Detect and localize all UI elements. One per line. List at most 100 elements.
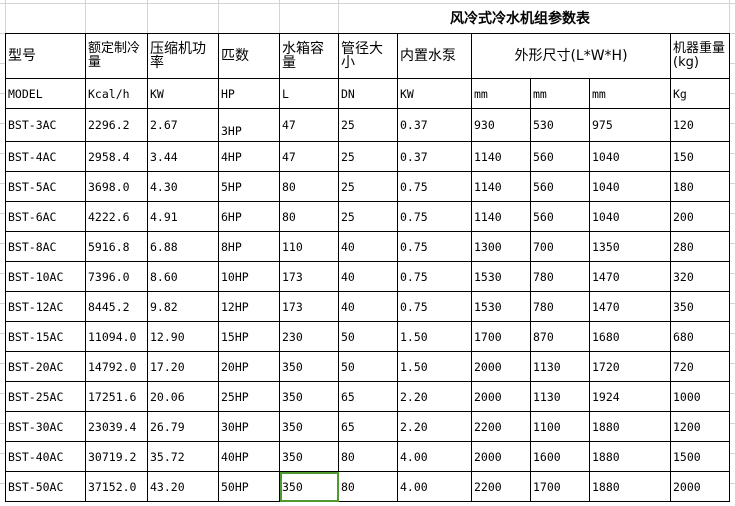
table-cell[interactable]: 2000 — [471, 381, 531, 412]
table-cell[interactable]: 1130 — [530, 381, 590, 412]
table-cell[interactable]: 2000 — [471, 351, 531, 382]
selected-cell[interactable]: 350 — [279, 471, 339, 502]
table-cell[interactable]: 80 — [279, 201, 339, 232]
table-cell[interactable]: BST-15AC — [5, 321, 86, 352]
table-cell[interactable]: 3.44 — [147, 141, 219, 172]
table-cell[interactable]: 0.75 — [397, 261, 472, 292]
table-cell[interactable]: 2.20 — [397, 411, 472, 442]
table-cell[interactable]: 180 — [670, 171, 730, 202]
table-cell[interactable]: 150 — [670, 141, 730, 172]
table-cell[interactable]: 1040 — [589, 171, 671, 202]
table-cell[interactable]: 25 — [338, 108, 398, 142]
table-cell[interactable]: 1140 — [471, 141, 531, 172]
table-cell[interactable]: 6HP — [218, 201, 280, 232]
table-cell[interactable]: BST-10AC — [5, 261, 86, 292]
table-cell[interactable]: BST-20AC — [5, 351, 86, 382]
table-cell[interactable]: 1140 — [471, 171, 531, 202]
table-cell[interactable]: 1100 — [530, 411, 590, 442]
header-cooling[interactable]: 额定制冷量 — [85, 33, 148, 79]
table-cell[interactable]: BST-25AC — [5, 381, 86, 412]
unit-cell[interactable]: mm — [471, 78, 531, 109]
table-cell[interactable]: 14792.0 — [85, 351, 148, 382]
table-cell[interactable]: 1600 — [530, 441, 590, 472]
table-cell[interactable]: 2200 — [471, 411, 531, 442]
table-cell[interactable]: BST-6AC — [5, 201, 86, 232]
table-cell[interactable]: 2.20 — [397, 381, 472, 412]
table-cell[interactable]: 40 — [338, 291, 398, 322]
table-cell[interactable]: 1130 — [530, 351, 590, 382]
table-cell[interactable]: 1.50 — [397, 321, 472, 352]
table-cell[interactable]: 0.75 — [397, 171, 472, 202]
table-cell[interactable]: 780 — [530, 261, 590, 292]
table-cell[interactable]: 700 — [530, 231, 590, 262]
table-cell[interactable]: 350 — [279, 441, 339, 472]
unit-cell[interactable]: mm — [530, 78, 590, 109]
unit-cell[interactable]: Kg — [670, 78, 730, 109]
table-cell[interactable]: 15HP — [218, 321, 280, 352]
header-pipe[interactable]: 管径大小 — [338, 33, 398, 79]
table-cell[interactable]: 4222.6 — [85, 201, 148, 232]
table-cell[interactable]: 1924 — [589, 381, 671, 412]
table-cell[interactable]: 11094.0 — [85, 321, 148, 352]
table-cell[interactable]: 0.75 — [397, 291, 472, 322]
table-cell[interactable]: 6.88 — [147, 231, 219, 262]
table-cell[interactable]: 230 — [279, 321, 339, 352]
header-weight[interactable]: 机器重量(kg) — [670, 33, 730, 79]
table-cell[interactable]: 350 — [279, 351, 339, 382]
table-cell[interactable]: 560 — [530, 201, 590, 232]
table-cell[interactable]: BST-8AC — [5, 231, 86, 262]
table-cell[interactable]: 1000 — [670, 381, 730, 412]
table-cell[interactable]: 350 — [670, 291, 730, 322]
table-cell[interactable]: 30719.2 — [85, 441, 148, 472]
table-cell[interactable]: 1700 — [530, 471, 590, 502]
table-cell[interactable]: 680 — [670, 321, 730, 352]
table-cell[interactable]: 47 — [279, 108, 339, 142]
table-cell[interactable]: 4.30 — [147, 171, 219, 202]
table-cell[interactable]: 1350 — [589, 231, 671, 262]
unit-cell[interactable]: Kcal/h — [85, 78, 148, 109]
table-cell[interactable]: 975 — [589, 108, 671, 142]
table-cell[interactable]: 0.75 — [397, 231, 472, 262]
table-cell[interactable]: 23039.4 — [85, 411, 148, 442]
header-hp[interactable]: 匹数 — [218, 33, 280, 79]
table-cell[interactable]: 1530 — [471, 261, 531, 292]
unit-cell[interactable]: MODEL — [5, 78, 86, 109]
table-cell[interactable]: BST-12AC — [5, 291, 86, 322]
table-cell[interactable]: 870 — [530, 321, 590, 352]
table-cell[interactable]: 350 — [279, 411, 339, 442]
table-cell[interactable]: 2.67 — [147, 108, 219, 142]
table-cell[interactable]: BST-30AC — [5, 411, 86, 442]
table-cell[interactable]: 2958.4 — [85, 141, 148, 172]
header-model[interactable]: 型号 — [5, 33, 86, 79]
table-cell[interactable]: 65 — [338, 411, 398, 442]
table-cell[interactable]: 1880 — [589, 441, 671, 472]
table-cell[interactable]: 25 — [338, 201, 398, 232]
table-cell[interactable]: 8HP — [218, 231, 280, 262]
table-cell[interactable]: 4HP — [218, 141, 280, 172]
table-cell[interactable]: 120 — [670, 108, 730, 142]
table-cell[interactable]: 1880 — [589, 411, 671, 442]
table-cell[interactable]: 1880 — [589, 471, 671, 502]
table-cell[interactable]: 5916.8 — [85, 231, 148, 262]
table-cell[interactable]: BST-4AC — [5, 141, 86, 172]
table-cell[interactable]: 7396.0 — [85, 261, 148, 292]
table-cell[interactable]: 1470 — [589, 261, 671, 292]
table-cell[interactable]: 9.82 — [147, 291, 219, 322]
table-cell[interactable]: 1470 — [589, 291, 671, 322]
table-cell[interactable]: 40HP — [218, 441, 280, 472]
table-cell[interactable]: 4.91 — [147, 201, 219, 232]
table-cell[interactable]: 20HP — [218, 351, 280, 382]
table-cell[interactable]: 350 — [279, 381, 339, 412]
table-cell[interactable]: 12HP — [218, 291, 280, 322]
table-cell[interactable]: 25 — [338, 141, 398, 172]
table-cell[interactable]: 80 — [338, 471, 398, 502]
table-cell[interactable]: 173 — [279, 291, 339, 322]
unit-cell[interactable]: L — [279, 78, 339, 109]
table-cell[interactable]: BST-5AC — [5, 171, 86, 202]
unit-cell[interactable]: KW — [397, 78, 472, 109]
table-cell[interactable]: BST-40AC — [5, 441, 86, 472]
table-cell[interactable]: BST-3AC — [5, 108, 86, 142]
table-cell[interactable]: 20.06 — [147, 381, 219, 412]
table-cell[interactable]: 720 — [670, 351, 730, 382]
table-cell[interactable]: 1.50 — [397, 351, 472, 382]
